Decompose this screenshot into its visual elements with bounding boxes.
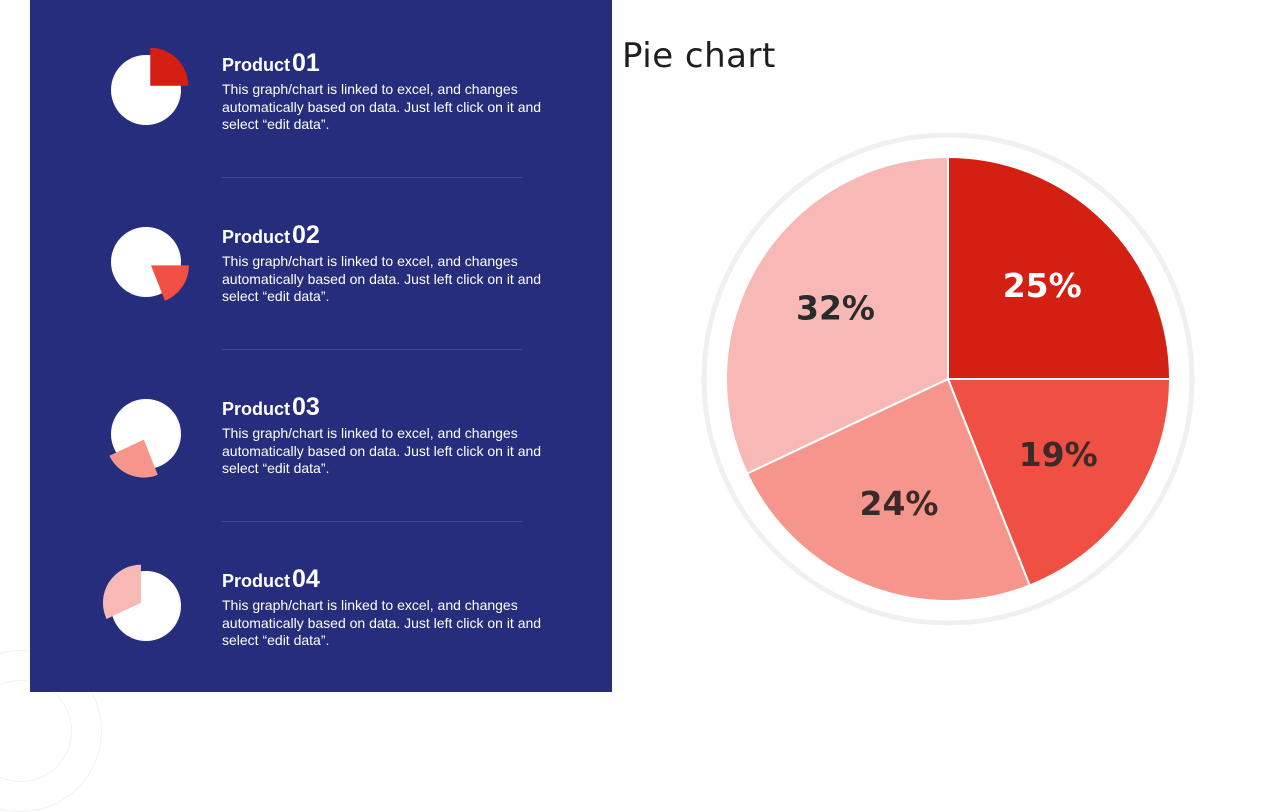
product-02-description: This graph/chart is linked to excel, and…	[222, 253, 542, 304]
product-01-number: 01	[292, 49, 320, 77]
pie-slice-2	[946, 378, 1172, 587]
product-item-02: Product02 This graph/chart is linked to …	[30, 212, 612, 332]
product-03-title: Product03	[222, 394, 562, 424]
product-03-number: 03	[292, 393, 320, 421]
mini-pie-slice	[109, 439, 158, 478]
product-02-mini-pie	[111, 227, 189, 301]
pie-slices	[725, 155, 1172, 602]
pie-labels: 25% 19% 24% 32%	[796, 266, 1098, 523]
product-04-mini-pie	[102, 564, 181, 641]
mini-pie-slice	[102, 564, 141, 619]
product-02-title: Product02	[222, 222, 562, 252]
mini-pie-slice	[150, 47, 189, 86]
product-01-description: This graph/chart is linked to excel, and…	[222, 81, 542, 132]
product-03-label: Product	[222, 399, 291, 419]
product-item-01: Product01 This graph/chart is linked to …	[30, 40, 612, 160]
pie-slice-4	[725, 155, 949, 475]
divider	[222, 177, 522, 178]
pie-slice-1	[947, 155, 1172, 380]
pie-slice-label-2: 19%	[1019, 435, 1098, 474]
product-item-03: Product03 This graph/chart is linked to …	[30, 384, 612, 504]
pie-slice-3	[745, 377, 1032, 602]
product-01-label: Product	[222, 55, 291, 75]
product-03-mini-pie	[109, 399, 181, 478]
product-item-04: Product04 This graph/chart is linked to …	[30, 556, 612, 676]
product-01-title: Product01	[222, 50, 562, 80]
product-02-number: 02	[292, 221, 320, 249]
pie-chart: 25% 19% 24% 32%	[701, 132, 1195, 626]
divider	[222, 349, 522, 350]
product-04-number: 04	[292, 565, 320, 593]
product-02-label: Product	[222, 227, 291, 247]
product-04-text: Product04 This graph/chart is linked to …	[222, 566, 562, 650]
mini-pie-slice	[150, 265, 189, 301]
product-04-title: Product04	[222, 566, 562, 596]
product-01-text: Product01 This graph/chart is linked to …	[222, 50, 562, 134]
pie-slice-label-4: 32%	[796, 289, 875, 328]
product-01-mini-pie	[111, 47, 189, 125]
pie-slice-label-3: 24%	[860, 484, 939, 523]
product-04-label: Product	[222, 571, 291, 591]
divider	[222, 521, 522, 522]
pie-slice-label-1: 25%	[1003, 266, 1082, 305]
product-02-text: Product02 This graph/chart is linked to …	[222, 222, 562, 306]
page-title: Pie chart	[622, 36, 776, 76]
product-03-text: Product03 This graph/chart is linked to …	[222, 394, 562, 478]
product-03-description: This graph/chart is linked to excel, and…	[222, 425, 542, 476]
product-panel: Product01 This graph/chart is linked to …	[30, 0, 612, 692]
product-04-description: This graph/chart is linked to excel, and…	[222, 597, 542, 648]
